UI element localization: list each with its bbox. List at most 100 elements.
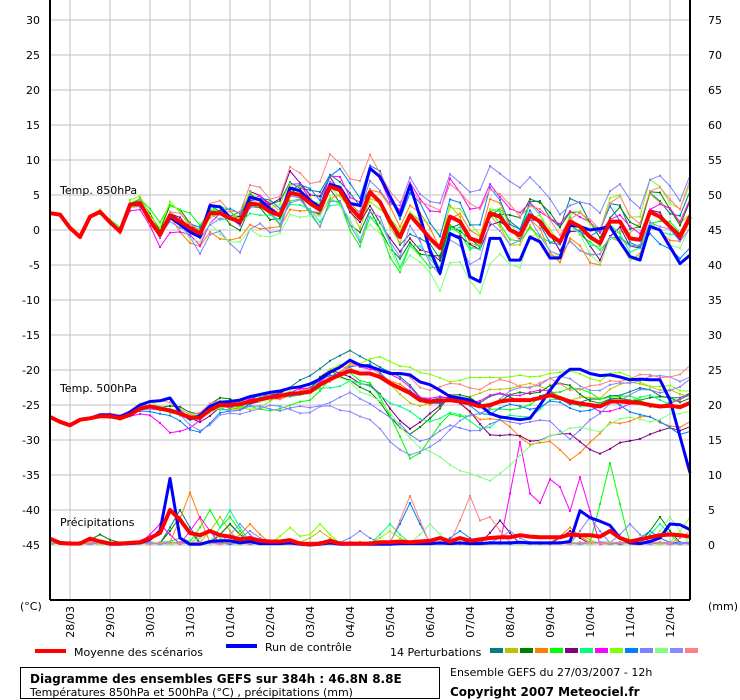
perturbation-14-precip-line-point	[399, 519, 401, 522]
perturbation-10-precip-line-point	[399, 523, 401, 525]
perturbation-3-t500-line-point	[539, 391, 541, 394]
perturbation-14-t850-line-point	[389, 190, 391, 193]
perturbation-3-t500-line-point	[419, 426, 421, 429]
perturbation-9-t500-line-point	[599, 380, 601, 383]
perturbation-4-t850-line-point	[329, 196, 331, 199]
perturbation-10-t500-line-point	[249, 402, 251, 405]
perturbation-12-t850-line-point	[309, 214, 311, 217]
perturbation-8-t850-line-point	[519, 211, 521, 214]
left-tick-label: -10	[22, 294, 40, 307]
perturbation-6-t500-line-point	[279, 392, 281, 395]
perturbation-7-t500-line-point	[539, 408, 541, 411]
perturbation-12-t500-line-point	[649, 420, 651, 423]
perturbation-6-t500-line-point	[479, 423, 481, 426]
perturbation-12-precip-line-point	[169, 542, 171, 545]
perturbation-12-t500-line-point	[539, 440, 541, 443]
perturbation-5-t850-line-point	[419, 254, 421, 257]
perturbation-12-t500-line-point	[669, 412, 671, 415]
perturbation-9-t850-line-point	[169, 200, 171, 203]
perturbation-14-t850-line-point	[219, 199, 221, 202]
perturbation-4-t850-line-point	[189, 241, 191, 244]
perturbation-4-t500-line-point	[589, 441, 591, 444]
perturbation-10-precip-line-point	[419, 523, 421, 525]
perturbation-14-t500-line-point	[179, 407, 181, 410]
date-tick-label: 12/04	[664, 606, 677, 638]
perturbation-11-t500-line-point	[559, 429, 561, 432]
perturbation-14-precip-line-point	[659, 541, 661, 544]
perturbation-3-t850-line-point	[279, 217, 281, 220]
perturbation-7-t850-line-point	[399, 266, 401, 269]
perturbation-5-t850-line-point	[459, 232, 461, 235]
perturbation-8-t850-line-point	[569, 210, 571, 213]
perturbation-9-precip-line-point	[389, 530, 391, 532]
perturbation-13-t500-line-point	[479, 412, 481, 415]
perturbation-8-t500-line-point	[499, 392, 501, 395]
perturbation-10-t850-line-point	[409, 192, 411, 195]
perturbation-9-t500-line-point	[459, 379, 461, 382]
perturbation-13-t500-line-point	[239, 413, 241, 416]
perturbation-9-t500-line-point	[489, 376, 491, 379]
perturbation-6-t850-line-point	[289, 170, 291, 173]
left-tick-label: 20	[26, 84, 40, 97]
perturbation-7-t850-line-point	[389, 242, 391, 245]
perturbation-6-t500-line-point	[619, 441, 621, 444]
perturbation-9-t850-line-point	[289, 182, 291, 185]
perturbation-9-t850-line-point	[139, 195, 141, 198]
perturbation-1-t850-line-point	[279, 199, 281, 202]
perturbation-5-precip-line-point	[199, 526, 201, 529]
perturbation-12-t850-line-point	[279, 232, 281, 235]
perturbation-11-t500-line-point	[269, 408, 271, 411]
perturbation-6-t850-line-point	[599, 259, 601, 262]
perturbation-5-t500-line-point	[229, 408, 231, 411]
perturbation-14-t500-line-point	[529, 387, 531, 390]
perturbation-7-t850-line-point	[269, 213, 271, 216]
perturbation-6-t850-line-point	[379, 221, 381, 224]
perturbation-10-t850-line-point	[679, 257, 681, 260]
perturbation-8-t500-line-point	[179, 430, 181, 433]
perturbation-11-t850-line-point	[589, 203, 591, 206]
perturbation-12-t850-line-point	[649, 219, 651, 222]
perturbation-4-t850-line-point	[429, 227, 431, 230]
perturbation-10-t850-line-point	[609, 204, 611, 207]
perturbation-4-t850-line-point	[409, 204, 411, 207]
perturbation-9-t500-line-point	[579, 372, 581, 375]
perturbation-12-t500-line-point	[549, 435, 551, 438]
perturbation-8-t500-line-point	[369, 368, 371, 371]
perturbation-9-t500-line-point	[519, 374, 521, 377]
perturbation-10-t850-line-point	[529, 209, 531, 212]
perturbation-13-t500-line-point	[459, 419, 461, 422]
perturbation-9-t850-line-point	[469, 222, 471, 225]
perturbation-8-t500-line-point	[169, 431, 171, 434]
perturbation-12-t850-line-point	[289, 213, 291, 216]
perturbation-7-t500-line-point	[579, 405, 581, 408]
perturbation-5-t500-line-point	[399, 435, 401, 438]
perturbation-9-t500-line-point	[269, 400, 271, 403]
perturbation-11-t500-line-point	[669, 389, 671, 392]
perturbation-5-t500-line-point	[509, 408, 511, 411]
perturbation-4-t500-line-point	[599, 432, 601, 435]
perturbation-12-t850-line-point	[349, 219, 351, 222]
perturbation-9-t500-line-point	[349, 361, 351, 364]
perturbation-8-t500-line-point	[159, 422, 161, 425]
perturbation-5-t850-line-point	[629, 243, 631, 246]
perturbation-9-t850-line-point	[669, 202, 671, 205]
perturbation-8-t850-line-point	[589, 221, 591, 224]
perturbation-3-t500-line-point	[429, 417, 431, 420]
perturbation-13-t850-line-point	[479, 257, 481, 260]
perturbation-5-t500-line-point	[409, 457, 411, 460]
perturbation-14-precip-line-point	[599, 542, 601, 545]
perturbation-8-t850-line-point	[629, 225, 631, 228]
perturbation-13-t500-line-point	[629, 382, 631, 385]
perturbation-3-t850-line-point	[619, 206, 621, 209]
perturbation-5-t500-line-point	[459, 415, 461, 418]
perturbation-7-t500-line-point	[479, 427, 481, 430]
perturbation-4-t850-line-point	[539, 227, 541, 230]
legend: Moyenne des scénarios Run de contrôle 14…	[35, 641, 698, 659]
perturbation-4-t500-line-point	[519, 436, 521, 439]
perturbation-11-t850-line-point	[429, 200, 431, 203]
perturbation-7-precip-line-point	[659, 523, 661, 525]
perturbation-5-t850-line-point	[169, 203, 171, 206]
perturbation-4-t850-line-point	[389, 205, 391, 208]
perturbation-12-t500-line-point	[569, 427, 571, 430]
perturbation-14-t500-line-point	[639, 373, 641, 376]
